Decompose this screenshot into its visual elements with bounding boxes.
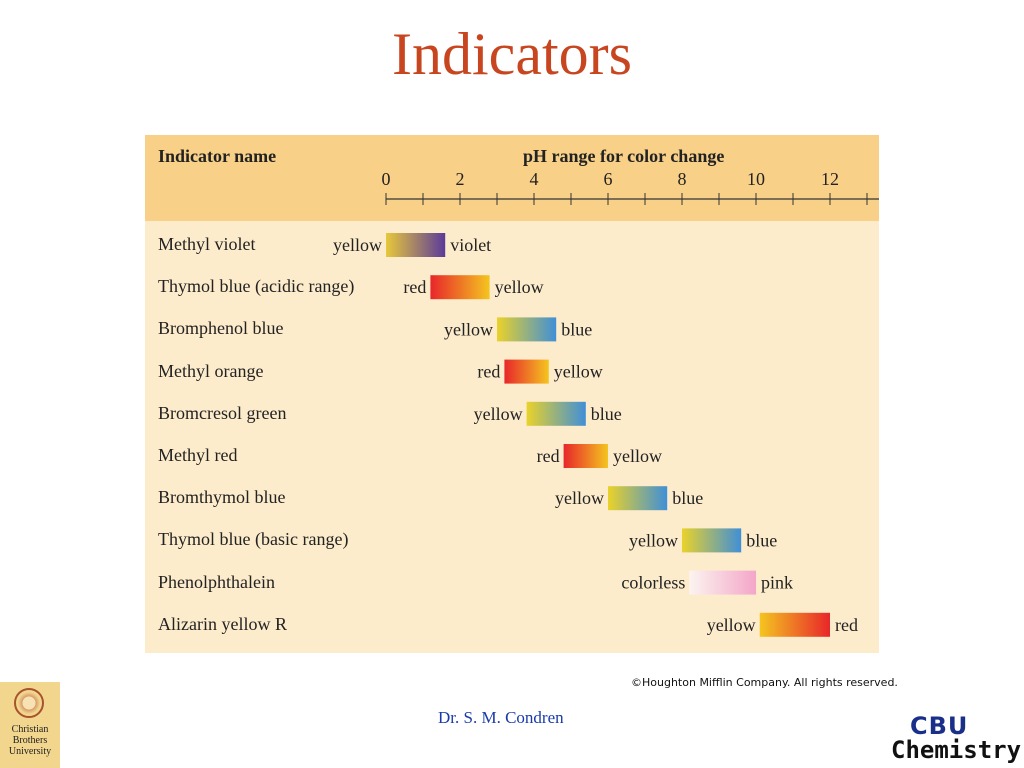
high-color-label: violet <box>450 235 491 255</box>
low-color-label: yellow <box>629 530 678 550</box>
high-color-label: yellow <box>613 446 662 466</box>
color-change-bar <box>608 486 668 511</box>
indicator-name: Bromcresol green <box>158 402 287 423</box>
low-color-label: yellow <box>707 615 756 635</box>
color-change-bar <box>386 233 446 257</box>
high-color-label: blue <box>561 319 592 339</box>
tick-label: 12 <box>821 169 839 189</box>
high-color-label: blue <box>672 488 703 508</box>
high-color-label: yellow <box>554 362 603 382</box>
color-change-bar <box>682 528 742 553</box>
low-color-label: yellow <box>333 235 382 255</box>
indicator-name: Thymol blue (basic range) <box>158 529 349 550</box>
low-color-label: colorless <box>621 573 685 593</box>
low-color-label: red <box>477 362 500 382</box>
high-color-label: blue <box>746 530 777 550</box>
indicator-chart: Indicator name pH range for color change… <box>145 135 879 653</box>
indicator-name: Phenolphthalein <box>158 571 275 592</box>
chart-header: Indicator name pH range for color change <box>145 135 879 221</box>
indicator-name: Methyl red <box>158 445 238 465</box>
low-color-label: yellow <box>444 319 493 339</box>
tick-label: 10 <box>747 169 765 189</box>
author-credit: Dr. S. M. Condren <box>438 708 564 727</box>
high-color-label: red <box>835 615 858 635</box>
low-color-label: yellow <box>555 488 604 508</box>
cbu-seal-logo: Christian Brothers University <box>0 682 60 768</box>
indicator-name: Methyl violet <box>158 234 256 254</box>
chart-svg: 0 2 4 6 8 10 12 yellow violet red yellow yellow blue… <box>333 169 879 637</box>
color-change-bar <box>526 401 586 426</box>
indicator-name: Alizarin yellow R <box>158 613 287 634</box>
low-color-label: yellow <box>474 404 523 424</box>
indicator-name: Methyl orange <box>158 360 264 381</box>
tick-label: 0 <box>382 169 391 189</box>
logo-cbu-text: CBU <box>910 712 969 740</box>
low-color-label: red <box>403 277 426 297</box>
color-change-bar <box>497 317 557 342</box>
tick-label: 2 <box>456 169 465 189</box>
tick-label: 4 <box>530 169 539 189</box>
color-change-bar <box>759 612 830 637</box>
high-color-label: blue <box>591 404 622 424</box>
high-color-label: yellow <box>495 277 544 297</box>
color-change-bar <box>689 570 756 595</box>
logo-chemistry-text: Chemistry <box>891 736 1022 764</box>
indicator-name: Bromthymol blue <box>158 487 286 508</box>
tick-label: 6 <box>604 169 613 189</box>
header-ph-range: pH range for color change <box>523 146 725 166</box>
slide-title: Indicators <box>392 21 632 87</box>
cbu-chemistry-logo: CBU Chemistry <box>888 712 1022 768</box>
header-indicator-name: Indicator name <box>158 146 277 166</box>
color-change-bar <box>563 444 608 468</box>
color-change-bar <box>504 359 549 384</box>
university-name: Christian Brothers University <box>8 724 52 757</box>
indicator-name: Thymol blue (acidic range) <box>158 276 355 297</box>
high-color-label: pink <box>761 573 793 593</box>
seal-icon <box>14 688 44 718</box>
copyright-notice: ©Houghton Mifflin Company. All rights re… <box>631 676 898 689</box>
low-color-label: red <box>537 446 560 466</box>
indicator-name: Bromphenol blue <box>158 318 284 339</box>
color-change-bar <box>430 275 490 300</box>
tick-label: 8 <box>678 169 687 189</box>
